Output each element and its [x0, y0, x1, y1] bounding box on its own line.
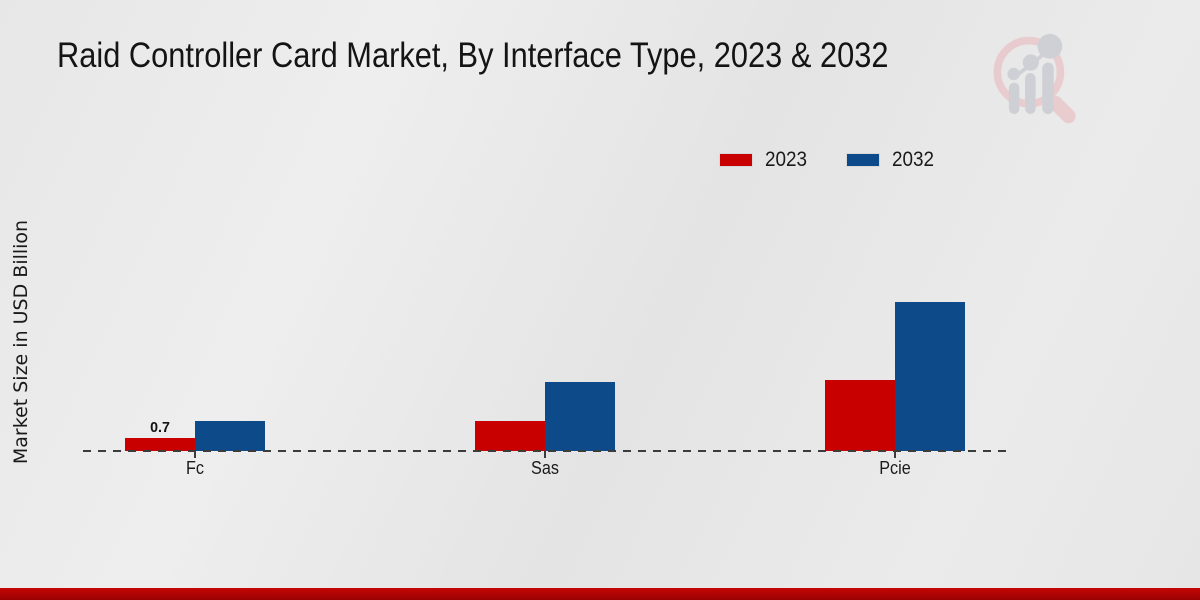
legend-label-2032: 2032 — [891, 148, 934, 171]
legend-item-2023: 2023 — [719, 148, 812, 172]
x-tick-sas — [544, 451, 546, 458]
magnifier-handle — [1048, 96, 1076, 124]
x-tick-label-sas: Sas — [531, 458, 559, 478]
legend-swatch-2032 — [845, 153, 880, 167]
logo-dot-1 — [1007, 67, 1020, 81]
footer-accent-bar — [0, 588, 1200, 600]
logo-dot-2 — [1022, 54, 1039, 71]
bar-sas-2032 — [545, 382, 615, 451]
bar-pcie-2023 — [825, 380, 895, 451]
legend-label-2023: 2023 — [765, 148, 808, 171]
chart-title: Raid Controller Card Market, By Interfac… — [57, 36, 889, 75]
market-research-future-logo-icon — [993, 33, 1076, 124]
legend-item-2032: 2032 — [845, 148, 939, 172]
zero-baseline — [83, 450, 1008, 452]
logo-bar-2 — [1025, 73, 1036, 115]
x-tick-fc — [194, 451, 196, 458]
x-tick-label-fc: Fc — [186, 458, 204, 478]
bar-pcie-2032 — [895, 302, 965, 451]
legend-swatch-2023 — [719, 153, 753, 167]
bar-fc-2023 — [125, 438, 195, 451]
logo-dot-3 — [1037, 33, 1063, 59]
bar-fc-2032 — [195, 421, 265, 451]
x-tick-label-pcie: Pcie — [879, 458, 911, 478]
logo-bar-3 — [1042, 62, 1054, 115]
x-tick-pcie — [894, 451, 896, 458]
logo-bar-1 — [1008, 82, 1020, 115]
legend: 2023 2032 — [719, 148, 972, 172]
bar-sas-2023 — [475, 421, 545, 451]
bar-value-label-fc-2023: 0.7 — [150, 419, 170, 436]
